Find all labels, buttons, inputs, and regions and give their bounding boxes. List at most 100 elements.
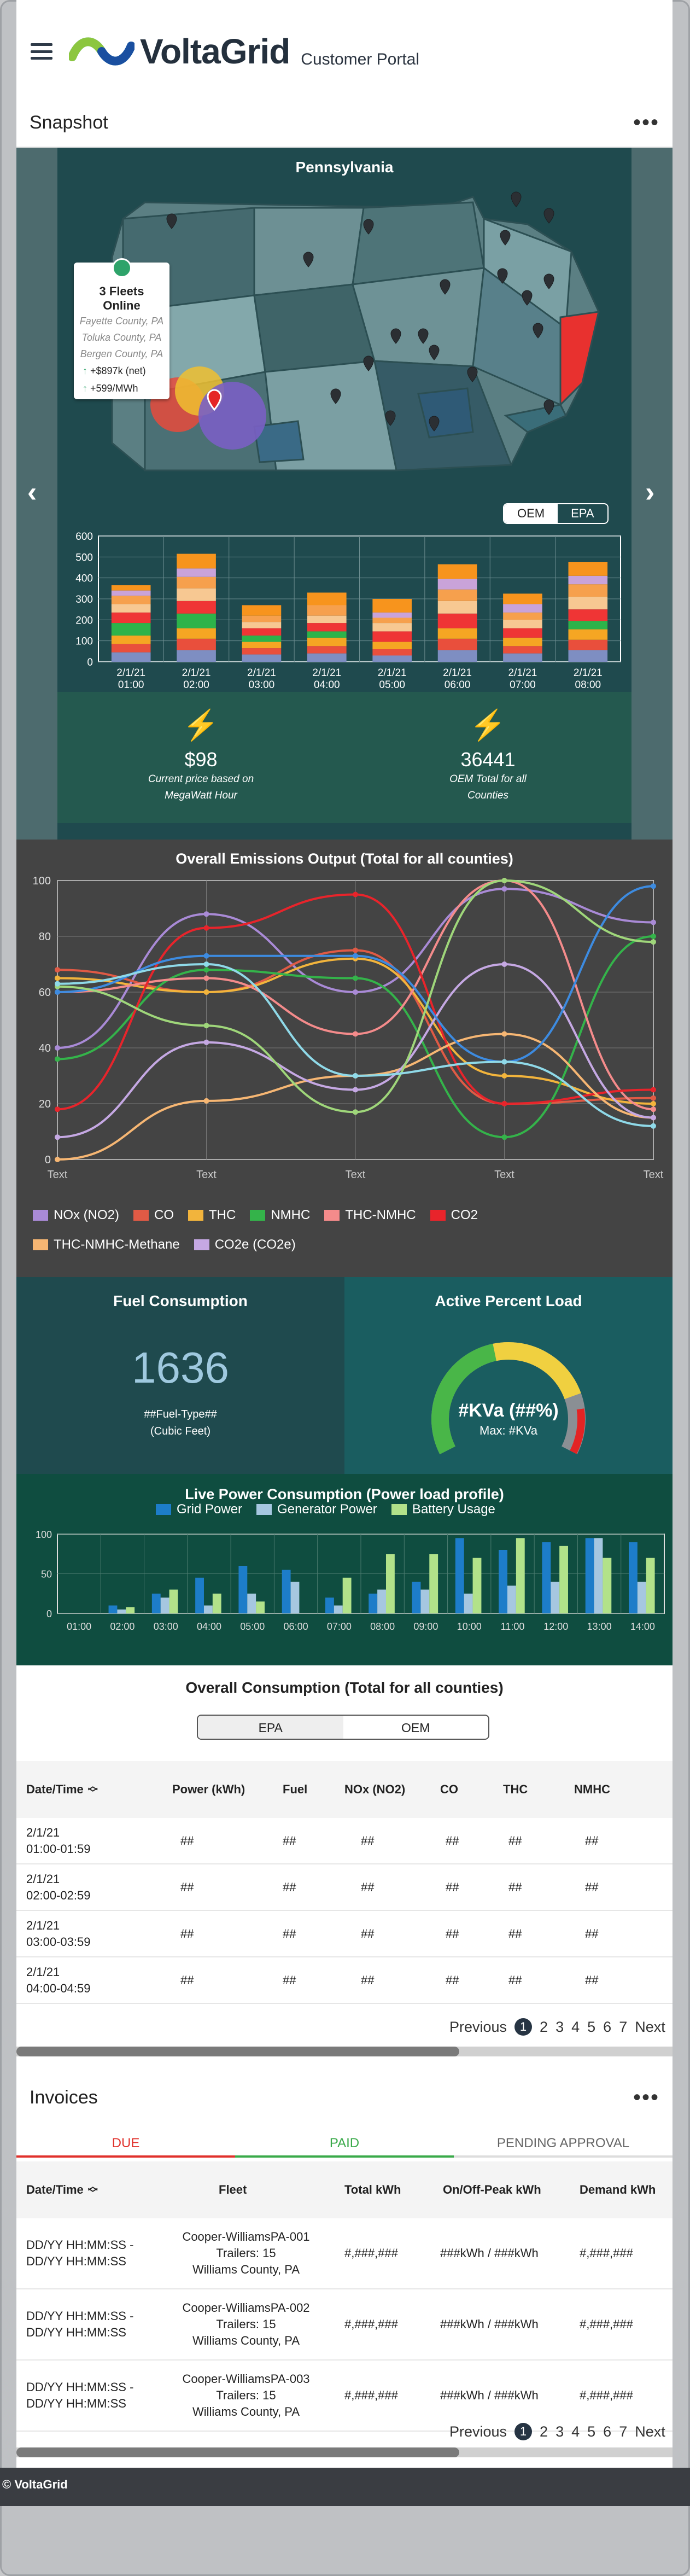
bar-segment[interactable] — [177, 576, 216, 588]
bar-segment[interactable] — [568, 575, 608, 585]
table-row[interactable]: DD/YY HH:MM:SS - DD/YY HH:MM:SS Cooper-Wil… — [16, 2218, 673, 2289]
series-line[interactable] — [57, 963, 654, 1139]
bar-segment[interactable] — [111, 590, 151, 596]
toggle-oem[interactable]: OEM — [401, 1721, 430, 1735]
pagination-page[interactable]: 4 — [571, 2018, 580, 2035]
bar[interactable] — [169, 1589, 178, 1614]
invoice-scrollbar[interactable] — [16, 2447, 673, 2457]
pagination-page[interactable]: 2 — [540, 2423, 548, 2440]
data-point[interactable] — [55, 975, 60, 981]
bar[interactable] — [585, 1538, 594, 1613]
data-point[interactable] — [651, 1106, 656, 1112]
bar[interactable] — [472, 1558, 482, 1614]
bar-segment[interactable] — [177, 568, 216, 577]
bar-segment[interactable] — [307, 637, 347, 646]
bar[interactable] — [282, 1570, 291, 1613]
bar-segment[interactable] — [372, 631, 412, 642]
bar[interactable] — [238, 1566, 248, 1613]
bar-segment[interactable] — [503, 612, 542, 620]
bar-segment[interactable] — [503, 637, 542, 646]
consumption-scrollbar[interactable] — [16, 2047, 673, 2056]
table-row[interactable]: 2/1/21 01:00-01:59 ## ## ## ## ## ## — [16, 1818, 673, 1864]
pagination-page[interactable]: 4 — [571, 2423, 580, 2440]
bar[interactable] — [420, 1589, 430, 1614]
data-point[interactable] — [651, 1095, 656, 1101]
data-point[interactable] — [353, 947, 358, 953]
bar-segment[interactable] — [307, 623, 347, 632]
bar-segment[interactable] — [242, 628, 282, 636]
legend-item[interactable]: CO — [133, 1200, 174, 1230]
bar-segment[interactable] — [242, 642, 282, 649]
pagination-next[interactable]: Next — [635, 2423, 665, 2440]
scrollbar-thumb[interactable] — [16, 2447, 459, 2457]
bar[interactable] — [195, 1577, 204, 1613]
bar-segment[interactable] — [307, 646, 347, 654]
series-line[interactable] — [57, 879, 654, 1114]
invoice-tab[interactable]: PENDING APPROVAL — [454, 2130, 673, 2158]
data-point[interactable] — [55, 1106, 60, 1112]
legend-item[interactable]: CO2 — [430, 1200, 478, 1230]
bar[interactable] — [429, 1554, 438, 1613]
data-point[interactable] — [203, 1098, 209, 1104]
series-line[interactable] — [57, 935, 654, 1139]
data-point[interactable] — [353, 1087, 358, 1093]
bar[interactable] — [334, 1605, 343, 1614]
bar[interactable] — [464, 1593, 473, 1613]
snapshot-more-icon[interactable]: ••• — [633, 110, 659, 135]
legend-item[interactable]: Battery Usage — [391, 1499, 495, 1520]
bar-segment[interactable] — [242, 605, 282, 616]
bar[interactable] — [455, 1538, 464, 1613]
bar-segment[interactable] — [177, 553, 216, 569]
carousel-prev-icon[interactable]: ‹ — [27, 476, 37, 508]
bar-segment[interactable] — [568, 584, 608, 597]
bar-segment[interactable] — [111, 585, 151, 591]
bar-segment[interactable] — [372, 623, 412, 632]
legend-item[interactable]: THC-NMHC — [324, 1200, 416, 1230]
bar-segment[interactable] — [437, 601, 477, 614]
bar-segment[interactable] — [307, 592, 347, 605]
bar-segment[interactable] — [503, 593, 542, 604]
pagination-next[interactable]: Next — [635, 2018, 665, 2035]
data-point[interactable] — [203, 1039, 209, 1045]
bar-segment[interactable] — [177, 638, 216, 650]
series-line[interactable] — [57, 957, 654, 1105]
series-line[interactable] — [57, 879, 654, 1111]
bar-segment[interactable] — [372, 642, 412, 649]
bar-segment[interactable] — [437, 579, 477, 590]
toggle-oem[interactable]: OEM — [504, 504, 558, 523]
bar[interactable] — [507, 1586, 516, 1613]
bar-segment[interactable] — [111, 612, 151, 623]
bar-segment[interactable] — [242, 648, 282, 655]
legend-item[interactable]: Grid Power — [156, 1499, 242, 1520]
bar-segment[interactable] — [372, 617, 412, 623]
bar-segment[interactable] — [111, 596, 151, 604]
bar[interactable] — [542, 1542, 551, 1614]
bar[interactable] — [290, 1582, 300, 1613]
data-point[interactable] — [651, 883, 656, 889]
invoices-more-icon[interactable]: ••• — [633, 2085, 659, 2109]
data-point[interactable] — [203, 989, 209, 995]
bar[interactable] — [628, 1542, 638, 1614]
bar-segment[interactable] — [437, 650, 477, 662]
pagination-page[interactable]: 6 — [603, 2018, 612, 2035]
bar-segment[interactable] — [568, 650, 608, 662]
pagination-page[interactable]: 3 — [555, 2423, 564, 2440]
bar-segment[interactable] — [177, 650, 216, 662]
bar-segment[interactable] — [503, 628, 542, 638]
bar-segment[interactable] — [307, 605, 347, 616]
bar[interactable] — [212, 1593, 221, 1613]
toggle-epa[interactable]: EPA — [198, 1716, 343, 1739]
pagination-page[interactable]: 6 — [603, 2423, 612, 2440]
pagination-previous[interactable]: Previous — [449, 2018, 507, 2035]
data-point[interactable] — [203, 1023, 209, 1029]
pagination-page[interactable]: 1 — [514, 2423, 533, 2440]
data-point[interactable] — [55, 967, 60, 973]
bar[interactable] — [108, 1605, 118, 1614]
column-datetime[interactable]: Date/Time ︿ ﹀ — [26, 2182, 98, 2198]
bar-segment[interactable] — [177, 588, 216, 601]
bar[interactable] — [325, 1598, 334, 1613]
bar-segment[interactable] — [503, 620, 542, 628]
data-point[interactable] — [353, 1109, 358, 1115]
table-row[interactable]: 2/1/21 03:00-03:59 ## ## ## ## ## ## — [16, 1911, 673, 1957]
legend-item[interactable]: THC-NMHC-Methane — [33, 1230, 180, 1260]
